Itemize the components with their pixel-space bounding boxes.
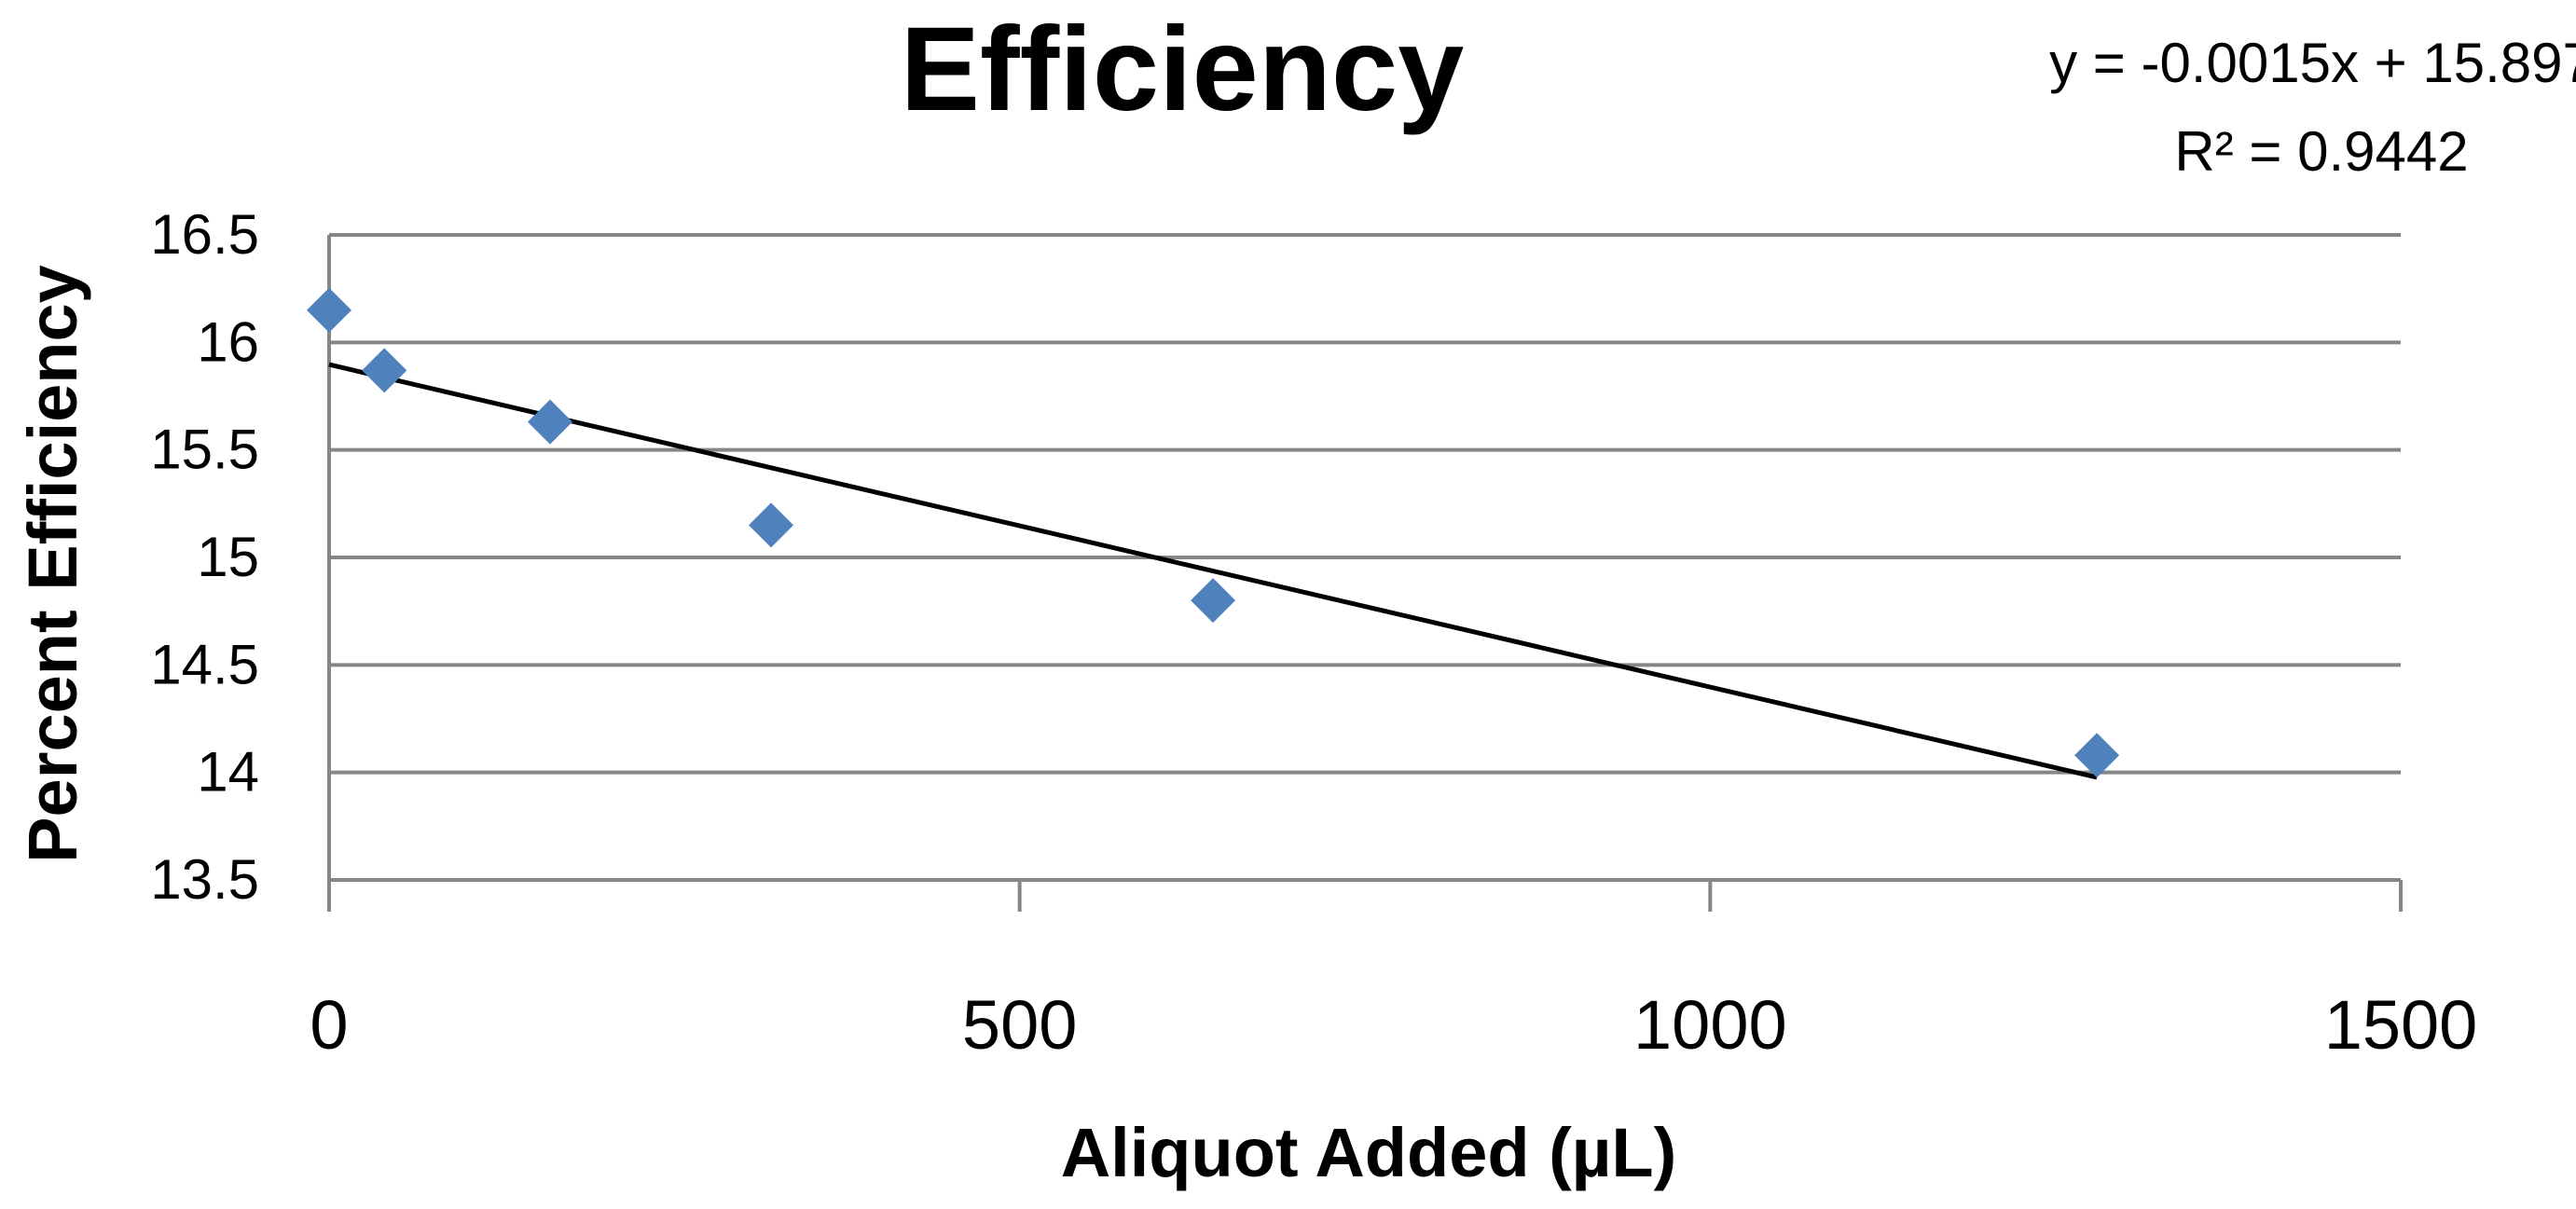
y-tick-label: 14.5 bbox=[150, 633, 259, 695]
data-point bbox=[2074, 733, 2120, 778]
x-tick-label: 0 bbox=[310, 986, 348, 1064]
trendline-equation: y = -0.0015x + 15.897 bbox=[2049, 32, 2576, 94]
y-tick-label: 15.5 bbox=[150, 419, 259, 481]
trendline bbox=[328, 362, 2098, 780]
data-point bbox=[362, 348, 407, 393]
y-tick-label: 15 bbox=[197, 526, 259, 588]
y-tick-label: 16 bbox=[197, 310, 259, 373]
y-tick-label: 14 bbox=[197, 741, 259, 804]
gridlines bbox=[329, 233, 2401, 775]
y-tick-label: 13.5 bbox=[150, 848, 259, 911]
x-tick-label: 1500 bbox=[2324, 986, 2478, 1064]
chart-title: Efficiency bbox=[901, 3, 1465, 136]
data-point bbox=[307, 287, 351, 333]
y-axis-title: Percent Efficiency bbox=[14, 265, 91, 863]
y-tick-labels: 13.5 14 14.5 15 15.5 16 16.5 bbox=[150, 203, 259, 911]
x-tick-labels: 0 500 1000 1500 bbox=[310, 986, 2477, 1064]
data-point bbox=[749, 502, 794, 548]
trendline-layer bbox=[328, 362, 2098, 780]
axes bbox=[327, 235, 2403, 912]
x-tick-label: 1000 bbox=[1633, 986, 1787, 1064]
x-axis-title: Aliquot Added (µL) bbox=[1061, 1114, 1677, 1191]
trendline-r-squared: R² = 0.9442 bbox=[2174, 120, 2468, 183]
data-point bbox=[528, 399, 573, 445]
x-tick-label: 500 bbox=[962, 986, 1077, 1064]
data-point bbox=[1191, 578, 1236, 624]
y-tick-label: 16.5 bbox=[150, 203, 259, 266]
data-points bbox=[307, 287, 2120, 778]
